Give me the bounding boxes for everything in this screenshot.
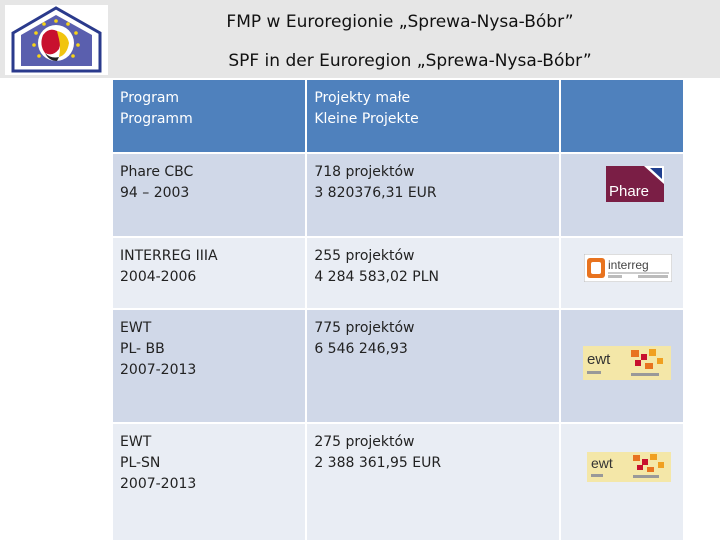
interreg-logo-text: interreg [608,258,649,272]
header-program: Program Programm [110,78,308,154]
logo-cell: ewt [558,308,686,424]
program-line: PL- BB [120,341,165,357]
program-cell: EWT PL-SN 2007-2013 [110,422,308,542]
table-header-row: Program Programm Projekty małe Kleine Pr… [110,78,686,154]
header-program-line: Program [120,90,180,106]
phare-logo-text: Phare [609,183,649,200]
program-cell: EWT PL- BB 2007-2013 [110,308,308,424]
program-line: 94 – 2003 [120,185,190,201]
logo-cell: ewt [558,422,686,542]
program-cell: INTERREG IIIA 2004-2006 [110,236,308,310]
projects-line: 4 284 583,02 PLN [314,269,439,285]
header-logo [558,78,686,154]
program-line: Phare CBC [120,164,194,180]
projects-line: 3 820376,31 EUR [314,185,437,201]
projects-cell: 255 projektów 4 284 583,02 PLN [305,236,561,310]
program-line: EWT [120,320,152,336]
ewt-logo: ewt [582,346,671,380]
header-program-line: Programm [120,111,193,127]
header-projects-line: Projekty małe [314,90,411,106]
header-band [0,0,720,78]
program-line: 2004-2006 [120,269,197,285]
projects-cell: 275 projektów 2 388 361,95 EUR [305,422,561,542]
program-line: 2007-2013 [120,476,197,492]
projects-line: 718 projektów [314,164,415,180]
program-line: PL-SN [120,455,161,471]
header-projects: Projekty małe Kleine Projekte [305,78,561,154]
programs-table: Program Programm Projekty małe Kleine Pr… [110,78,686,542]
projects-cell: 775 projektów 6 546 246,93 [305,308,561,424]
projects-line: 6 546 246,93 [314,341,408,357]
ewt-logo-text: ewt [591,455,613,471]
table-row: EWT PL- BB 2007-2013 775 projektów 6 546… [110,308,686,424]
projects-line: 255 projektów [314,248,415,264]
table-row: EWT PL-SN 2007-2013 275 projektów 2 388 … [110,422,686,542]
page-subtitle: SPF in der Euroregion „Sprewa-Nysa-Bóbr” [228,51,592,71]
logo-cell: Phare [558,152,686,238]
projects-line: 275 projektów [314,434,415,450]
table-row: Phare CBC 94 – 2003 718 projektów 3 8203… [110,152,686,238]
page-title: FMP w Euroregionie „Sprewa-Nysa-Bóbr” [226,12,574,32]
ewt-logo: ewt [586,452,671,482]
program-line: 2007-2013 [120,362,197,378]
logo-cell: interreg [558,236,686,310]
program-cell: Phare CBC 94 – 2003 [110,152,308,238]
projects-line: 775 projektów [314,320,415,336]
ewt-logo-text: ewt [587,351,611,368]
phare-logo: Phare [605,166,664,202]
program-line: EWT [120,434,152,450]
euroregion-logo [5,5,108,75]
interreg-logo: interreg [583,254,672,282]
table-row: INTERREG IIIA 2004-2006 255 projektów 4 … [110,236,686,310]
projects-line: 2 388 361,95 EUR [314,455,442,471]
projects-cell: 718 projektów 3 820376,31 EUR [305,152,561,238]
program-line: INTERREG IIIA [120,248,218,264]
header-projects-line: Kleine Projekte [314,111,419,127]
